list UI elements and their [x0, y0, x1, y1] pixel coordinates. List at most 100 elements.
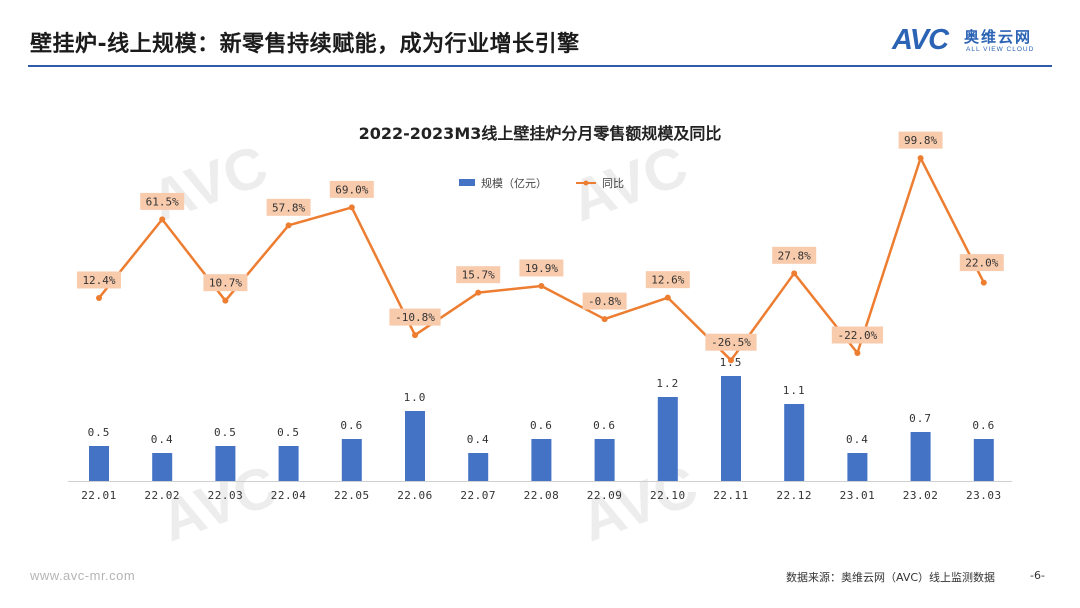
bar	[657, 397, 678, 481]
line-label-box	[519, 259, 564, 277]
line-label-box	[266, 198, 311, 216]
line-label-box	[77, 271, 121, 289]
line-data-label: 12.6%	[651, 274, 684, 287]
line-data-label: 19.9%	[525, 262, 558, 275]
bar	[89, 446, 109, 481]
x-tick-label: 22.06	[397, 489, 433, 502]
bar-data-label: 1.1	[783, 384, 806, 397]
yoy-point	[728, 357, 734, 364]
line-label-box	[582, 292, 627, 310]
logo-mark: AVC	[892, 24, 949, 56]
x-tick-label: 22.05	[334, 489, 370, 502]
x-tick-label: 22.09	[587, 489, 623, 502]
brand-logo: AVC 奥维云网 ALL VIEW CLOUD	[892, 24, 1062, 58]
header-divider	[28, 65, 1052, 67]
bar	[973, 439, 994, 481]
x-tick-label: 22.04	[271, 489, 307, 502]
line-data-label: 10.7%	[209, 277, 242, 290]
line-label-box	[456, 266, 501, 284]
yoy-point	[159, 216, 166, 223]
bar-data-label: 0.5	[88, 426, 111, 439]
bar-data-label: 0.4	[846, 433, 869, 446]
line-label-box	[772, 246, 817, 264]
bar-data-label: 0.6	[340, 419, 363, 432]
page-number: -6-	[1030, 569, 1045, 582]
yoy-point	[980, 279, 987, 286]
yoy-point	[222, 297, 229, 304]
line-label-box	[645, 271, 690, 289]
bar	[847, 453, 868, 481]
legend-swatch-bar	[459, 179, 475, 186]
line-data-label: 99.8%	[904, 134, 937, 147]
legend-label-bar: 规模（亿元）	[481, 176, 547, 190]
bar	[784, 404, 805, 481]
yoy-point	[96, 294, 102, 301]
yoy-point	[917, 155, 924, 162]
x-tick-label: 22.10	[650, 489, 686, 502]
line-data-label: -22.0%	[838, 329, 878, 342]
line-label-box	[959, 254, 1004, 272]
bar-data-label: 0.7	[909, 412, 932, 425]
bar-data-label: 0.6	[972, 419, 995, 432]
bar	[721, 376, 741, 481]
x-tick-label: 22.03	[208, 489, 244, 502]
line-data-label: 22.0%	[965, 257, 998, 270]
bar	[468, 453, 489, 481]
bar-data-label: 1.0	[404, 391, 427, 404]
line-label-box	[140, 192, 185, 210]
yoy-point	[285, 222, 292, 229]
line-data-label: 69.0%	[335, 183, 368, 196]
yoy-point	[412, 332, 418, 339]
x-tick-label: 23.03	[966, 489, 1002, 502]
line-label-box	[203, 274, 248, 292]
bar-data-label: 0.4	[467, 433, 490, 446]
bar-data-label: 0.6	[530, 419, 553, 432]
line-data-label: 61.5%	[146, 195, 179, 208]
line-label-box	[831, 326, 883, 344]
x-tick-label: 22.08	[524, 489, 560, 502]
bar-data-label: 0.5	[214, 426, 237, 439]
footer-source: 数据来源：奥维云网（AVC）线上监测数据	[786, 571, 996, 584]
yoy-point	[475, 289, 482, 296]
line-data-label: -26.5%	[711, 336, 751, 349]
bar	[152, 453, 173, 481]
legend-marker-line	[583, 180, 589, 186]
line-data-label: 27.8%	[778, 249, 811, 262]
bar	[341, 439, 362, 481]
line-data-label: 12.4%	[82, 274, 115, 287]
page-title: 壁挂炉-线上规模：新零售持续赋能，成为行业增长引擎	[30, 32, 580, 57]
line-label-box	[389, 308, 441, 326]
yoy-point	[348, 204, 355, 211]
yoy-point	[791, 270, 798, 277]
yoy-point	[854, 350, 861, 356]
yoy-point	[538, 282, 545, 289]
footer-url[interactable]: www.avc-mr.com	[30, 568, 136, 583]
bar-data-label: 1.2	[656, 377, 679, 390]
line-data-label: -0.8%	[588, 295, 621, 308]
logo-name-en: ALL VIEW CLOUD	[966, 46, 1035, 53]
bar	[531, 439, 552, 481]
line-data-label: 57.8%	[272, 201, 305, 214]
x-tick-label: 22.01	[81, 489, 117, 502]
bar	[910, 432, 931, 481]
yoy-point	[664, 294, 671, 301]
bar	[594, 439, 615, 481]
x-tick-label: 23.01	[840, 489, 876, 502]
chart-title: 2022-2023M3线上壁挂炉分月零售额规模及同比	[359, 124, 722, 143]
yoy-point	[601, 316, 608, 323]
line-data-label: 15.7%	[462, 269, 495, 282]
x-tick-label: 22.11	[713, 489, 749, 502]
bar-data-label: 0.6	[593, 419, 616, 432]
line-label-box	[329, 180, 374, 198]
x-tick-label: 22.02	[144, 489, 180, 502]
x-tick-label: 22.12	[776, 489, 812, 502]
legend-label-line: 同比	[602, 177, 624, 190]
bar	[215, 446, 236, 481]
x-tick-label: 22.07	[460, 489, 496, 502]
bar	[405, 411, 425, 481]
bar-data-label: 0.4	[151, 433, 174, 446]
line-label-box	[705, 333, 757, 351]
bar-data-label: 0.5	[277, 426, 300, 439]
